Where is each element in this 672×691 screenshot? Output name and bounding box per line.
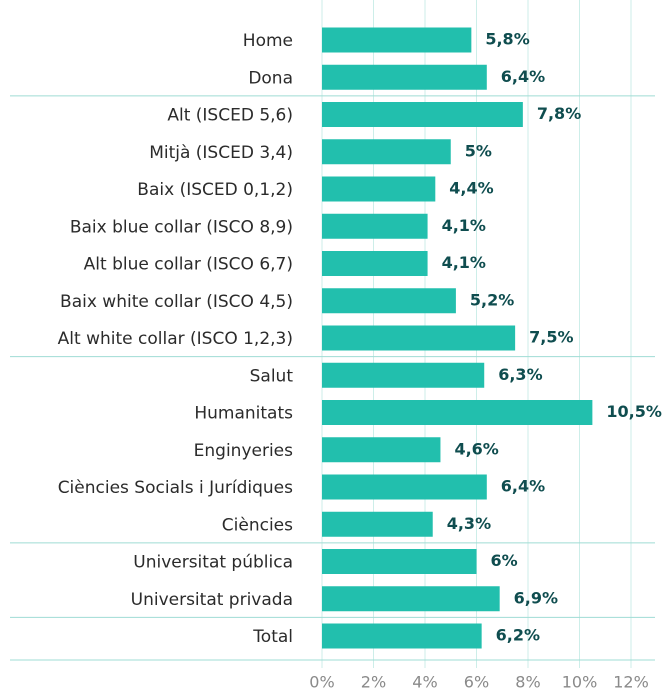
- x-tick-label: 12%: [613, 673, 649, 691]
- category-label: Universitat privada: [131, 590, 293, 610]
- category-label: Ciències Socials i Jurídiques: [58, 478, 293, 498]
- value-label: 4,1%: [442, 253, 486, 272]
- bar: [322, 549, 477, 574]
- value-label: 7,5%: [529, 328, 573, 347]
- x-tick-label: 8%: [515, 673, 540, 691]
- category-label: Alt blue collar (ISCO 6,7): [84, 255, 293, 275]
- value-label: 7,8%: [537, 104, 581, 123]
- value-label: 4,4%: [449, 179, 493, 198]
- category-label: Alt (ISCED 5,6): [167, 106, 293, 126]
- value-label: 6,4%: [501, 477, 545, 496]
- x-tick-label: 2%: [361, 673, 386, 691]
- bar: [322, 139, 451, 165]
- bar: [322, 27, 472, 53]
- bar: [322, 362, 485, 388]
- value-label: 5%: [465, 141, 492, 160]
- bar: [322, 586, 500, 612]
- bar: [322, 325, 516, 351]
- x-tick-label: 6%: [464, 673, 489, 691]
- value-label: 6,2%: [496, 626, 540, 645]
- bar: [322, 623, 482, 649]
- category-label: Enginyeries: [194, 441, 293, 461]
- bar: [322, 474, 487, 500]
- category-label: Alt white collar (ISCO 1,2,3): [58, 329, 293, 349]
- value-label: 4,3%: [447, 514, 491, 533]
- category-label: Baix blue collar (ISCO 8,9): [70, 217, 293, 237]
- value-label: 5,2%: [470, 290, 514, 309]
- category-label: Mitjà (ISCED 3,4): [149, 143, 293, 163]
- category-label: Humanitats: [194, 404, 293, 424]
- value-label: 6,3%: [498, 365, 542, 384]
- bar: [322, 251, 428, 276]
- value-label: 5,8%: [485, 30, 529, 49]
- x-tick-label: 4%: [412, 673, 437, 691]
- category-label: Universitat pública: [133, 553, 293, 573]
- category-label: Dona: [248, 68, 293, 88]
- x-tick-label: 10%: [562, 673, 598, 691]
- bar: [322, 437, 441, 463]
- bar: [322, 213, 428, 239]
- category-label: Baix (ISCED 0,1,2): [137, 180, 293, 200]
- bar: [322, 176, 436, 202]
- bar: [322, 400, 593, 425]
- bar: [322, 511, 433, 537]
- category-label: Baix white collar (ISCO 4,5): [60, 292, 293, 312]
- category-label: Salut: [250, 366, 294, 386]
- value-label: 6,4%: [501, 67, 545, 86]
- bar: [322, 288, 456, 314]
- category-label: Home: [243, 31, 293, 51]
- category-label: Ciències: [222, 515, 293, 535]
- bar: [322, 64, 487, 90]
- value-label: 4,1%: [442, 216, 486, 235]
- x-tick-label: 0%: [309, 673, 334, 691]
- category-label: Total: [252, 627, 293, 647]
- value-label: 4,6%: [454, 439, 498, 458]
- value-label: 10,5%: [606, 402, 662, 421]
- value-label: 6,9%: [514, 588, 558, 607]
- bar: [322, 102, 523, 127]
- value-label: 6%: [491, 551, 518, 570]
